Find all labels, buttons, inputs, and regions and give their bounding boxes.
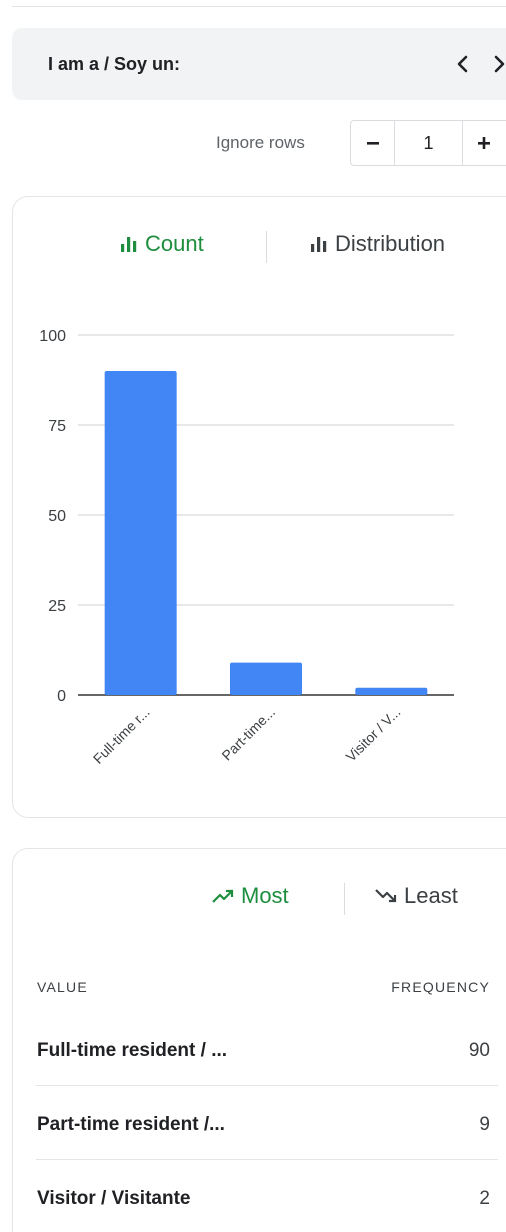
tab-divider: [344, 883, 345, 915]
table-row[interactable]: Visitor / Visitante 2: [36, 1160, 498, 1232]
bar: [104, 371, 177, 695]
tab-distribution[interactable]: Distribution: [309, 231, 445, 257]
y-tick-label: 100: [39, 328, 66, 345]
row-frequency: 90: [468, 1040, 490, 1061]
x-tick-label: Part-time...: [218, 704, 278, 764]
column-header-frequency: FREQUENCY: [391, 979, 490, 995]
row-value: Part-time resident /...: [37, 1114, 225, 1135]
next-column-button[interactable]: [486, 50, 506, 78]
bar-chart-icon: [121, 237, 137, 252]
table-row[interactable]: Full-time resident / ... 90: [36, 1012, 498, 1086]
tab-count[interactable]: Count: [119, 231, 204, 257]
column-header-bar: I am a / Soy un:: [12, 28, 506, 100]
row-frequency: 9: [479, 1114, 490, 1135]
y-tick-label: 75: [48, 418, 66, 435]
tab-divider: [266, 231, 267, 263]
tab-least-label: Least: [404, 883, 458, 908]
bar-chart-icon: [311, 237, 327, 252]
decrement-button[interactable]: [351, 121, 394, 165]
table-row[interactable]: Part-time resident /... 9: [36, 1086, 498, 1160]
row-frequency: 2: [479, 1188, 490, 1209]
trending-down-icon: [375, 889, 397, 903]
increment-button[interactable]: [463, 121, 506, 165]
y-tick-label: 0: [57, 688, 66, 705]
x-tick-label: Visitor / V...: [343, 704, 404, 765]
bar: [355, 687, 428, 695]
minus-icon: [366, 142, 379, 145]
tab-most[interactable]: Most: [211, 883, 289, 909]
trending-up-icon: [212, 889, 234, 903]
row-value: Full-time resident / ...: [37, 1040, 228, 1061]
plus-icon: [478, 137, 491, 149]
y-tick-label: 50: [48, 508, 66, 525]
x-tick-label: Full-time r...: [90, 704, 153, 767]
tab-distribution-label: Distribution: [335, 231, 446, 256]
frequency-card: Most Least VALUE FREQUENCY Full-time res…: [12, 848, 506, 1232]
previous-column-button[interactable]: [450, 50, 476, 78]
ignore-rows-label: Ignore rows: [216, 133, 305, 152]
tab-least[interactable]: Least: [374, 883, 458, 909]
ignore-rows-input[interactable]: 1: [394, 121, 463, 165]
row-value: Visitor / Visitante: [37, 1188, 191, 1209]
y-tick-label: 25: [48, 598, 66, 615]
tab-count-label: Count: [145, 231, 204, 256]
ignore-rows-control: Ignore rows 1: [0, 120, 506, 166]
ignore-rows-stepper: 1: [350, 120, 506, 166]
chevron-right-icon: [494, 55, 505, 73]
bar: [230, 662, 302, 695]
top-divider: [12, 6, 506, 7]
chevron-left-icon: [457, 55, 468, 73]
tab-most-label: Most: [241, 883, 289, 908]
chart-card: Count Distribution: [12, 196, 506, 818]
column-title: I am a / Soy un:: [48, 53, 181, 74]
column-header-value: VALUE: [37, 979, 88, 995]
